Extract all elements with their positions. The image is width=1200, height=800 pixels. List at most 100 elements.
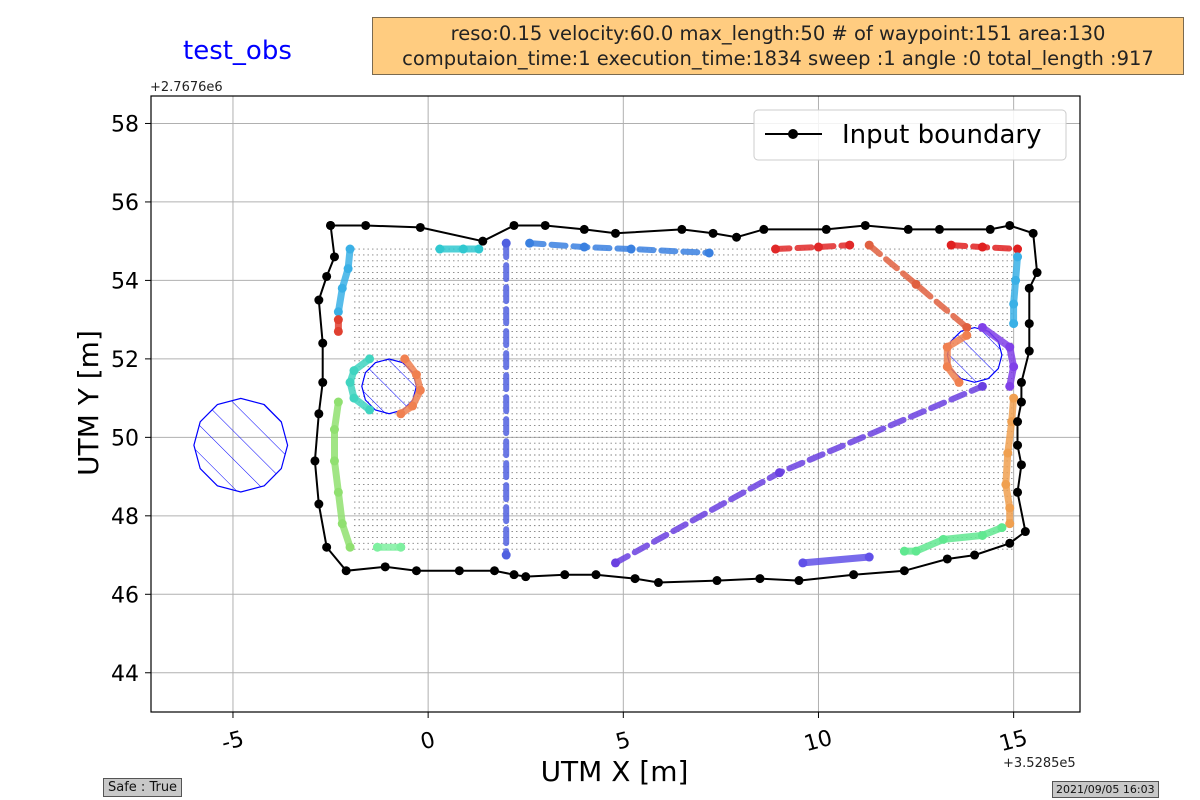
- boundary-point: [794, 576, 804, 586]
- boundary-point: [970, 550, 980, 560]
- boundary-point: [1016, 397, 1026, 407]
- path-segment-6: [372, 542, 406, 552]
- boundary-point: [454, 566, 464, 576]
- input-boundary: [310, 220, 1042, 588]
- path-point: [704, 248, 714, 258]
- path-point: [611, 558, 620, 568]
- path-point: [1009, 299, 1019, 309]
- path-point: [1009, 362, 1019, 372]
- x-offset-label: +3.5285e5: [1003, 756, 1076, 771]
- path-point: [1011, 275, 1021, 285]
- boundary-point: [361, 220, 371, 230]
- boundary-point: [1020, 527, 1030, 537]
- boundary-point: [1032, 268, 1042, 278]
- obstacle-1: [193, 397, 289, 493]
- y-axis-label: UTM Y [m]: [72, 330, 105, 476]
- path-point: [1013, 244, 1023, 254]
- path-point: [349, 366, 359, 376]
- path-point: [911, 546, 921, 556]
- path-segment-11: [864, 240, 972, 332]
- path-line: [334, 245, 354, 316]
- x-tick-label: 0: [418, 728, 438, 756]
- path-segment-1: [333, 244, 355, 317]
- path-point: [962, 330, 972, 340]
- info-line-2: computaion_time:1 execution_time:1834 sw…: [402, 47, 1154, 70]
- boundary-point: [1024, 283, 1034, 293]
- boundary-point: [860, 220, 870, 230]
- path-segment-17: [899, 523, 1007, 556]
- path-point: [946, 240, 956, 250]
- boundary-point: [322, 542, 332, 552]
- path-segment-18: [611, 381, 987, 568]
- y-tick-label: 44: [111, 662, 139, 687]
- safe-status-badge: Safe : True: [103, 778, 183, 797]
- y-offset-label: +2.7676e6: [150, 80, 223, 95]
- boundary-point: [934, 224, 944, 234]
- path-point: [1005, 503, 1015, 513]
- path-point: [396, 542, 406, 552]
- path-point: [626, 244, 636, 254]
- path-point: [333, 307, 343, 317]
- y-tick-label: 50: [111, 426, 139, 451]
- path-point: [343, 264, 353, 274]
- path-point: [396, 409, 406, 419]
- path-point: [1005, 381, 1015, 391]
- x-axis: -5 0 5 10 15: [219, 712, 1030, 757]
- legend-entry-input-boundary: Input boundary: [842, 120, 1041, 150]
- boundary-point: [380, 562, 390, 572]
- boundary-point: [314, 295, 324, 305]
- path-point: [345, 542, 355, 552]
- path-line: [866, 242, 970, 331]
- path-point: [1005, 342, 1015, 352]
- path-segment-10: [771, 240, 855, 254]
- path-segment-16: [1001, 393, 1019, 529]
- path-point: [415, 385, 425, 395]
- x-tick-label: 10: [802, 726, 836, 757]
- boundary-point: [712, 576, 722, 586]
- path-point: [337, 283, 347, 293]
- path-point: [501, 550, 511, 560]
- path-point: [942, 342, 952, 352]
- y-tick-label: 46: [111, 583, 139, 608]
- boundary-point: [314, 499, 324, 509]
- path-point: [411, 370, 421, 380]
- path-point: [864, 240, 874, 250]
- boundary-point: [310, 456, 320, 466]
- path-point: [864, 552, 874, 562]
- boundary-point: [540, 220, 550, 230]
- boundary-point: [1024, 319, 1034, 329]
- boundary-point: [318, 338, 328, 348]
- path-point: [1001, 479, 1011, 489]
- path-point: [345, 244, 355, 254]
- plot-content: [193, 220, 1042, 588]
- boundary-point: [509, 570, 519, 580]
- path-point: [525, 238, 535, 248]
- boundary-point: [322, 271, 332, 281]
- path-point: [997, 523, 1007, 533]
- path-point: [771, 244, 781, 254]
- boundary-point: [489, 566, 499, 576]
- path-point: [899, 546, 909, 556]
- path-point: [458, 244, 468, 254]
- boundary-point: [708, 228, 718, 238]
- path-line: [978, 324, 1018, 390]
- info-line-1: reso:0.15 velocity:60.0 max_length:50 # …: [450, 22, 1106, 45]
- path-point: [977, 530, 987, 540]
- boundary-point: [732, 232, 742, 242]
- path-line: [943, 331, 971, 386]
- boundary-point: [755, 574, 765, 584]
- path-point: [372, 542, 382, 552]
- path-point: [845, 240, 855, 250]
- path-point: [1009, 319, 1019, 329]
- boundary-point: [591, 570, 601, 580]
- path-point: [1005, 519, 1015, 529]
- path-segment-2: [333, 315, 343, 336]
- x-tick-label: -5: [219, 727, 247, 757]
- boundary-point: [1013, 487, 1023, 497]
- path-point: [333, 397, 343, 407]
- parameter-info-box: reso:0.15 velocity:60.0 max_length:50 # …: [372, 17, 1184, 75]
- boundary-point: [509, 220, 519, 230]
- x-tick-label: 5: [613, 728, 633, 756]
- boundary-point: [1024, 346, 1034, 356]
- path-point: [435, 244, 445, 254]
